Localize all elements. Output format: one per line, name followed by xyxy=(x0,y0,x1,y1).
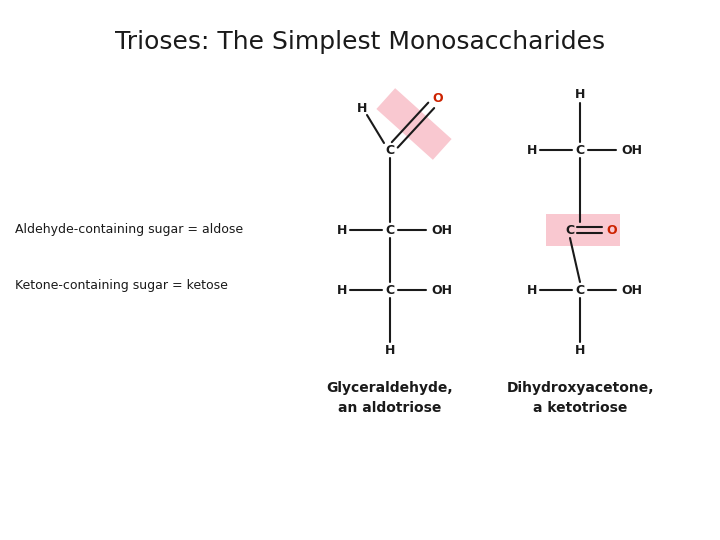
Text: C: C xyxy=(575,284,585,296)
Text: C: C xyxy=(385,144,395,157)
Text: H: H xyxy=(527,144,537,157)
Text: H: H xyxy=(575,343,585,356)
Text: OH: OH xyxy=(431,224,452,237)
Text: Aldehyde-containing sugar = aldose: Aldehyde-containing sugar = aldose xyxy=(15,224,243,237)
Text: Trioses: The Simplest Monosaccharides: Trioses: The Simplest Monosaccharides xyxy=(115,30,605,54)
Text: H: H xyxy=(384,343,395,356)
Text: H: H xyxy=(337,224,347,237)
Text: O: O xyxy=(607,224,617,237)
Text: C: C xyxy=(565,224,575,237)
Text: an aldotriose: an aldotriose xyxy=(338,401,441,415)
Text: a ketotriose: a ketotriose xyxy=(533,401,627,415)
Text: H: H xyxy=(357,102,367,114)
Text: H: H xyxy=(575,89,585,102)
Text: H: H xyxy=(527,284,537,296)
Text: OH: OH xyxy=(431,284,452,296)
Text: OH: OH xyxy=(621,284,642,296)
Text: Ketone-containing sugar = ketose: Ketone-containing sugar = ketose xyxy=(15,279,228,292)
Text: O: O xyxy=(433,91,444,105)
Polygon shape xyxy=(377,88,451,160)
Text: C: C xyxy=(575,144,585,157)
Text: C: C xyxy=(385,224,395,237)
Text: H: H xyxy=(337,284,347,296)
Text: C: C xyxy=(385,284,395,296)
FancyBboxPatch shape xyxy=(546,214,620,246)
Text: OH: OH xyxy=(621,144,642,157)
Text: Glyceraldehyde,: Glyceraldehyde, xyxy=(327,381,454,395)
Text: Dihydroxyacetone,: Dihydroxyacetone, xyxy=(506,381,654,395)
